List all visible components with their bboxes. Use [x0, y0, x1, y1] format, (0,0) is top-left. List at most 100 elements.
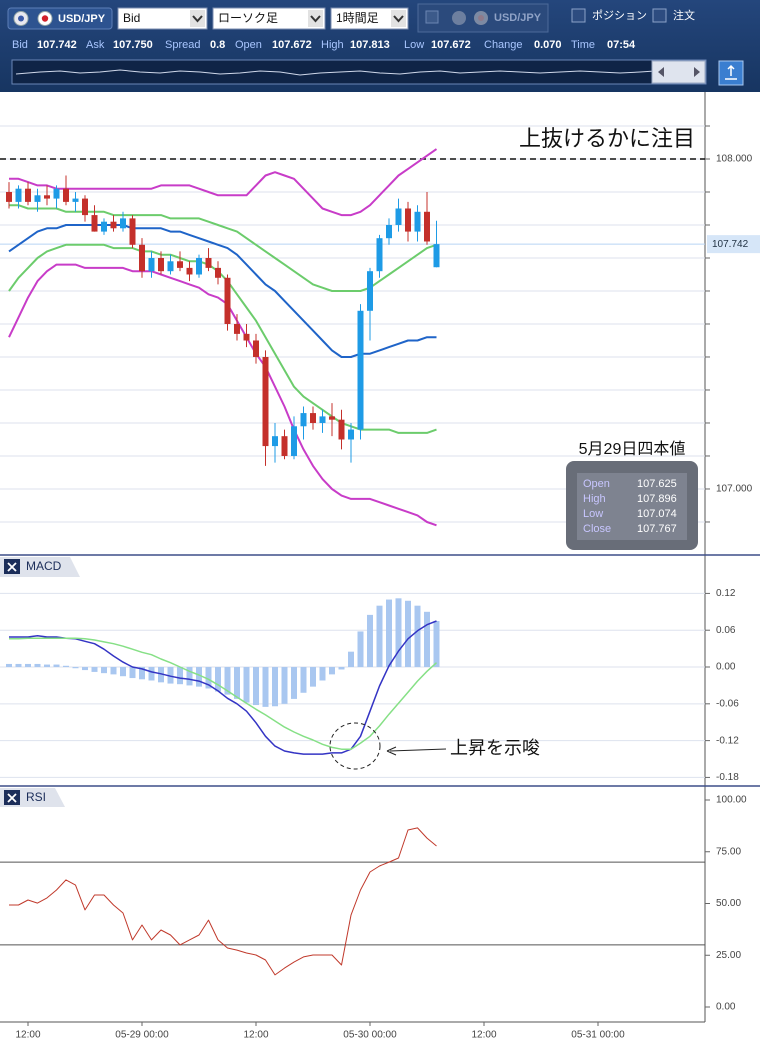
histogram-bar [205, 667, 212, 689]
checkbox-label: 注文 [673, 8, 695, 22]
overview-scroller[interactable] [11, 59, 707, 85]
y-tick-label: 0.06 [716, 625, 736, 636]
band-line [8, 263, 437, 527]
chart-style: ローソク足 [218, 11, 278, 25]
x-tick-label: 05-29 00:00 [115, 1030, 169, 1041]
histogram-bar [272, 667, 278, 707]
price-type: Bid [123, 11, 140, 25]
candle-body [139, 244, 145, 272]
candle-body [338, 419, 345, 440]
price-type-dropdown[interactable]: Bid [117, 7, 208, 30]
panel-title: RSI [26, 790, 46, 804]
macd-line [9, 620, 437, 755]
position-checkbox[interactable]: ポジション [571, 8, 647, 23]
histogram-bar [433, 621, 440, 668]
histogram-bar [367, 614, 373, 668]
compare-symbol[interactable]: USD/JPY [417, 3, 549, 33]
histogram-bar [139, 667, 145, 680]
histogram-bar [148, 667, 155, 681]
quote-value: 107.750 [113, 39, 153, 51]
x-tick-label: 05-30 00:00 [343, 1030, 397, 1041]
compare-symbol-label: USD/JPY [494, 12, 542, 24]
y-tick-label: 0.00 [716, 1002, 736, 1013]
candle-body [300, 413, 307, 427]
candle-body [158, 257, 164, 272]
histogram-bar [129, 667, 136, 679]
histogram-bar [44, 664, 50, 668]
chart-style-dropdown[interactable]: ローソク足 [212, 7, 326, 30]
histogram-bar [300, 667, 307, 693]
close-macd-button[interactable] [4, 559, 20, 574]
y-tick-label: -0.18 [716, 772, 739, 783]
candle-body [376, 238, 383, 272]
rsi-tab: RSI [0, 788, 65, 807]
y-tick-label: -0.06 [716, 698, 739, 709]
histogram-bar [25, 663, 31, 668]
quote-label: Change [484, 39, 523, 51]
histogram-bar [405, 600, 411, 668]
candle-body [110, 221, 117, 229]
y-tick-label: 50.00 [716, 898, 741, 909]
y-tick-label: 0.00 [716, 662, 736, 673]
histogram-bar [424, 611, 430, 668]
histogram-bar [262, 667, 269, 707]
histogram-bar [158, 667, 164, 683]
histogram-bar [291, 667, 297, 699]
info-title: 5月29日四本値 [579, 440, 686, 458]
candle-body [253, 340, 259, 357]
candle-body [129, 218, 136, 245]
histogram-bar [6, 663, 12, 668]
rsi-line [9, 827, 437, 976]
info-value: 107.896 [637, 493, 677, 505]
band-line [8, 243, 437, 434]
symbol-selector[interactable]: USD/JPY [7, 7, 113, 30]
info-box-inner [577, 473, 687, 540]
quote-label: Bid [12, 39, 28, 51]
histogram-bar [196, 667, 202, 687]
candle-body [414, 211, 421, 232]
histogram-bar [329, 667, 335, 675]
candle-body [72, 198, 79, 202]
histogram-bar [224, 667, 231, 695]
candle-body [25, 188, 31, 202]
last-price-box [707, 235, 760, 254]
candle-body [63, 188, 69, 202]
timeframe: 1時間足 [336, 11, 379, 25]
quote-label: Spread [165, 39, 200, 51]
close-rsi-button[interactable] [4, 790, 20, 805]
candle-body [348, 429, 354, 440]
y-tick-label: 100.00 [716, 795, 747, 806]
histogram-bar [395, 598, 402, 668]
quote-value: 107.742 [37, 39, 77, 51]
candle-body [310, 413, 316, 423]
candle-body [405, 208, 411, 232]
quote-value: 107.813 [350, 39, 390, 51]
quote-label: Low [404, 39, 424, 51]
order-checkbox[interactable]: 注文 [652, 8, 695, 23]
band-line [9, 148, 438, 217]
quote-label: Open [235, 39, 262, 51]
histogram-bar [91, 667, 98, 672]
candle-body [177, 261, 183, 268]
histogram-bar [243, 667, 250, 703]
zoom-button[interactable] [718, 60, 744, 86]
y-tick-label: 107.000 [716, 484, 753, 495]
timeframe-dropdown[interactable]: 1時間足 [330, 7, 409, 30]
candle-body [15, 188, 22, 202]
quote-value: 107.672 [431, 39, 471, 51]
histogram-bar [319, 667, 326, 681]
histogram-bar [310, 667, 316, 687]
y-tick-label: 0.12 [716, 588, 736, 599]
candle-body [234, 323, 240, 334]
checkbox-label: ポジション [592, 9, 647, 22]
candle-body [53, 188, 60, 199]
candle-body [357, 310, 364, 430]
y-tick-label: 25.00 [716, 950, 741, 961]
quote-value: 0.8 [210, 39, 225, 51]
info-label: Low [583, 508, 603, 520]
x-tick-label: 12:00 [15, 1030, 40, 1041]
histogram-bar [120, 667, 126, 677]
candle-body [120, 218, 126, 229]
candle-body [281, 436, 288, 456]
